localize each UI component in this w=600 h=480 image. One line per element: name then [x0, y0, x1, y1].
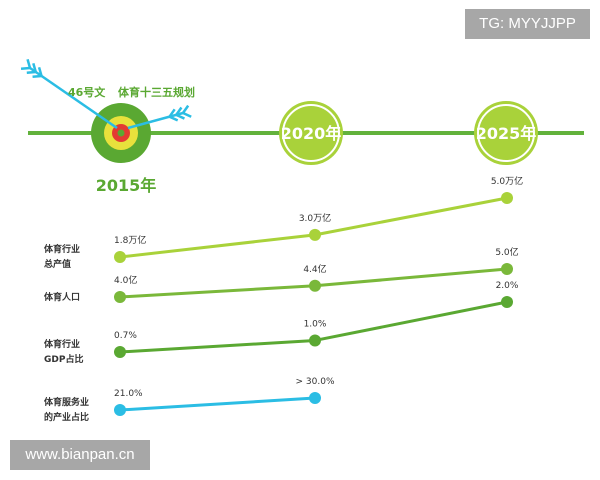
- series-1-point: [309, 279, 321, 292]
- milestone-2020年-outer: [279, 101, 343, 165]
- note-plan-13th-five: 体育十三五规划: [118, 85, 195, 99]
- watermark-bottom: www.bianpan.cn: [10, 440, 150, 470]
- milestone-2025年-outer: [474, 101, 538, 165]
- series-3-value-label: 21.0%: [114, 389, 143, 399]
- milestone-2020年-ring: [282, 104, 340, 162]
- milestone-label-2015: 2015年: [96, 176, 157, 195]
- milestone-2025年-ring: [477, 104, 535, 162]
- arrow-left-fletch: [26, 58, 32, 69]
- series-2-point: [114, 346, 126, 358]
- series-0-segment: [119, 233, 316, 259]
- arrow-left: [20, 58, 118, 130]
- series-2-segment: [314, 300, 508, 342]
- watermark-top: TG: MYYJJPP: [465, 9, 590, 39]
- series-2-name: GDP占比: [44, 353, 83, 365]
- series-1-segment: [314, 267, 508, 288]
- series-group: 1.8万亿3.0万亿5.0万亿体育行业总产值4.0亿4.4亿5.0亿体育人口0.…: [44, 175, 523, 423]
- series-1-point: [501, 263, 513, 275]
- series-2-value-label: 2.0%: [496, 281, 519, 291]
- arrow-right-fletch: [168, 108, 176, 118]
- series-2-value-label: 1.0%: [304, 319, 327, 329]
- arrow-right-fletch: [182, 111, 192, 118]
- milestone-label-2020年: 2020年: [281, 124, 342, 143]
- arrow-left-fletch: [32, 74, 42, 78]
- arrow-right-fletch: [175, 113, 185, 120]
- series-0-point: [309, 228, 321, 241]
- arrow-left-fletch: [26, 70, 36, 75]
- milestone-label-2025年: 2025年: [476, 124, 537, 143]
- series-0-name: 总产值: [44, 258, 71, 270]
- arrow-right: [127, 104, 192, 130]
- series-0-point: [501, 192, 513, 204]
- series-2-name: 体育行业: [44, 338, 80, 350]
- target-bullseye: [117, 129, 125, 137]
- series-2-point: [309, 334, 321, 347]
- series-1-name: 体育人口: [44, 291, 80, 303]
- series-3-name: 的产业占比: [44, 411, 89, 423]
- timeline: 2020年 2025年 2015年 46号文 体育十三五规划: [20, 58, 584, 195]
- series-3-value-label: > 30.0%: [296, 377, 335, 387]
- arrow-left-fletch: [32, 62, 37, 73]
- series-0-name: 体育行业: [44, 243, 80, 255]
- series-3-point: [114, 404, 126, 416]
- note-policy-46: 46号文: [68, 85, 106, 99]
- series-0-point: [114, 251, 126, 263]
- series-0-value-label: 5.0万亿: [491, 175, 523, 187]
- series-1-value-label: 4.4亿: [303, 263, 326, 275]
- series-0-segment: [314, 196, 508, 237]
- series-3-name: 体育服务业: [44, 396, 89, 408]
- arrow-right-fletch: [175, 106, 183, 116]
- series-1-segment: [119, 284, 316, 299]
- series-2: 0.7% 1.0% 2.0% 体育行业 GDP占比: [44, 281, 519, 365]
- arrow-left-fletch: [37, 66, 43, 77]
- series-3-segment: [119, 396, 316, 412]
- series-2-value-label: 0.7%: [114, 331, 137, 341]
- arrow-right-fletch: [168, 115, 179, 122]
- arrow-right-fletch: [181, 104, 190, 114]
- series-1-value-label: 4.0亿: [114, 274, 137, 286]
- arrow-left-shaft: [29, 66, 118, 130]
- arrow-right-shaft: [127, 111, 184, 130]
- series-0-value-label: 3.0万亿: [299, 212, 331, 224]
- series-1-point: [114, 291, 126, 303]
- arrow-left-fletch: [20, 66, 31, 71]
- series-0-value-label: 1.8万亿: [114, 234, 146, 246]
- series-2-segment: [119, 338, 316, 354]
- series-2-point: [501, 296, 513, 308]
- series-3-point: [309, 392, 321, 404]
- series-1-value-label: 5.0亿: [495, 246, 518, 258]
